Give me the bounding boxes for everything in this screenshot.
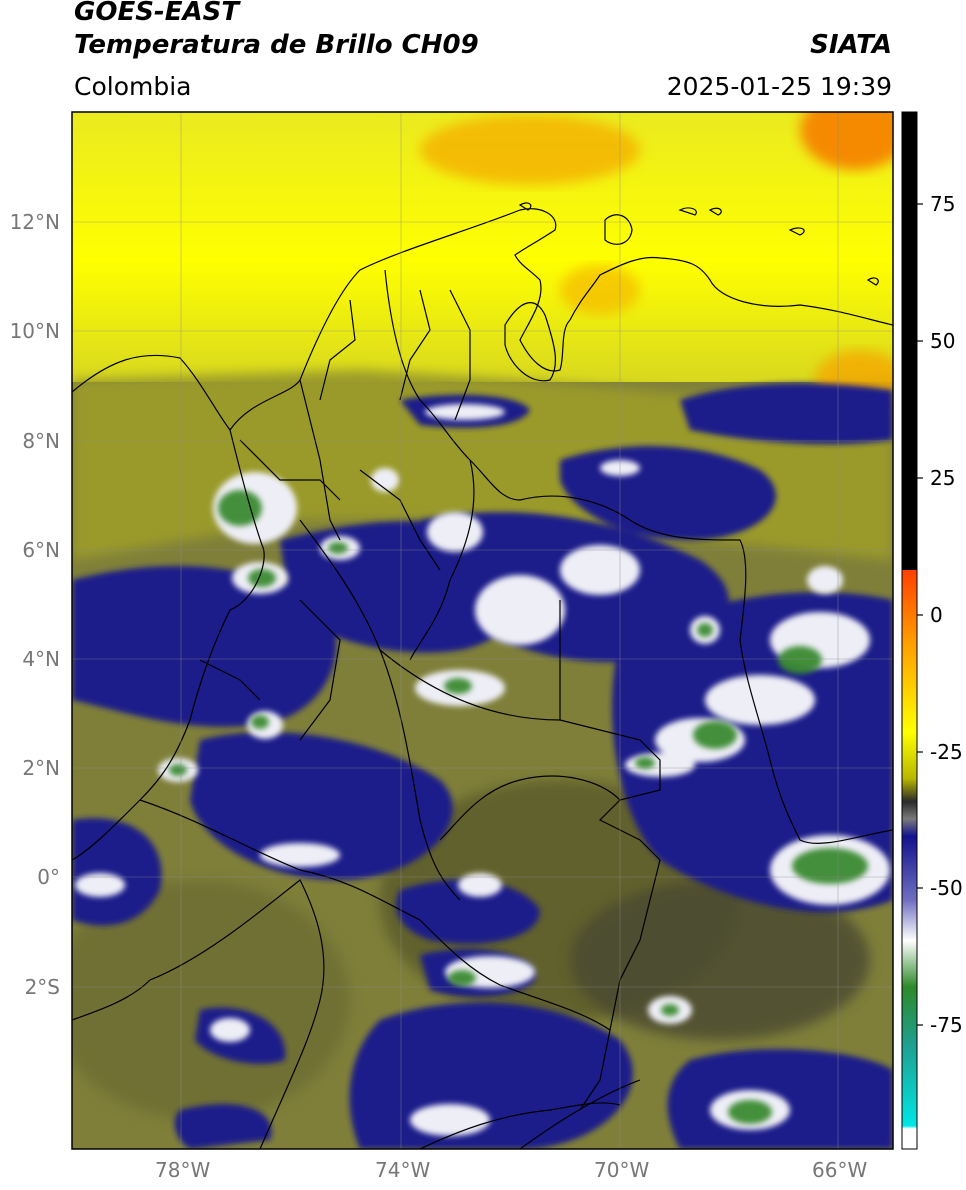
- institution-label: SIATA: [810, 30, 892, 60]
- lat-tick-label: 12°N: [9, 210, 60, 234]
- colorbar-tick-label: 0: [930, 603, 943, 627]
- colorbar-tick-label: -50: [930, 876, 963, 900]
- map-frame: [71, 111, 894, 1150]
- product-title: Temperatura de Brillo CH09: [74, 30, 479, 60]
- colorbar-tick-label: -75: [930, 1013, 963, 1037]
- lon-tick-label: 70°W: [594, 1158, 650, 1182]
- graticule: [72, 112, 893, 1149]
- lat-tick-label: 10°N: [9, 319, 60, 343]
- satellite-imagery: [72, 112, 893, 1149]
- colorbar-tick-label: 25: [930, 466, 956, 490]
- colorbar-tick-label: -25: [930, 740, 963, 764]
- satellite-title: GOES-EAST: [74, 0, 240, 27]
- colorbar: [901, 111, 923, 1150]
- lat-tick-label: 6°N: [22, 538, 60, 562]
- lon-tick-label: 66°W: [812, 1158, 868, 1182]
- lat-tick-label: 4°N: [22, 647, 60, 671]
- colorbar-tick-label: 75: [930, 192, 956, 216]
- region-label: Colombia: [74, 72, 192, 101]
- lon-tick-label: 78°W: [155, 1158, 211, 1182]
- lon-tick-label: 74°W: [375, 1158, 431, 1182]
- lat-tick-label: 2°N: [22, 756, 60, 780]
- lat-tick-label: 0°: [37, 865, 60, 889]
- datetime-label: 2025-01-25 19:39: [666, 72, 892, 101]
- lat-tick-label: 8°N: [22, 429, 60, 453]
- colorbar-tick-label: 50: [930, 329, 956, 353]
- lat-tick-label: 2°S: [24, 975, 60, 999]
